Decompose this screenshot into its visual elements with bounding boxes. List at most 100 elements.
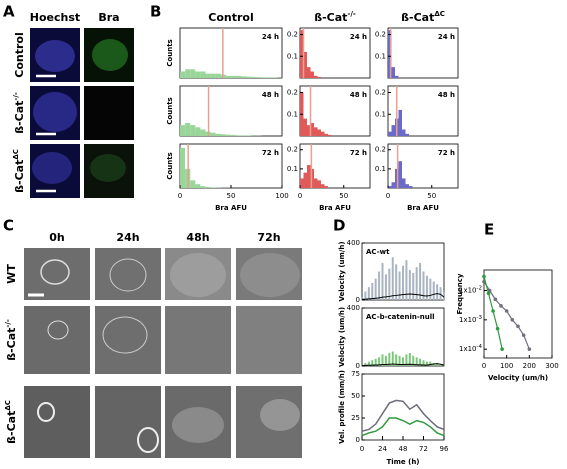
x-tick-label: 100 [275, 192, 288, 200]
plot-title: AC-wt [366, 248, 390, 256]
histogram-bar [391, 67, 395, 78]
histogram-bar [391, 182, 395, 188]
histogram-bar [231, 134, 237, 136]
x-axis-label: Bra AFU [215, 204, 247, 212]
histogram-bar [241, 76, 247, 78]
y-axis-label: Vel. profile (mm/h) [338, 370, 346, 444]
y-tick-label: 75 [351, 370, 360, 378]
column-header: 48h [186, 231, 209, 244]
histogram-bar [195, 184, 201, 188]
x-tick-label: 50 [339, 192, 348, 200]
y-tick-label: 0.2 [287, 146, 298, 154]
histogram-bar [210, 187, 216, 188]
velocity-line [361, 363, 445, 367]
y-tick-label: 0.1 [287, 165, 298, 173]
y-axis-label: Frequency [456, 273, 464, 314]
plot-frame [483, 269, 553, 359]
x-axis-label: Time (h) [386, 458, 419, 466]
frequency-point [487, 288, 492, 293]
histogram-bar [303, 172, 307, 188]
plot-frame [361, 373, 445, 441]
row-label-base: ß-Cat [13, 101, 26, 134]
row-label: ß-Cat-/- [12, 92, 26, 134]
histogram-bar [405, 133, 409, 136]
time-label: 24 h [350, 33, 367, 41]
row-label-base: ß-Cat [5, 328, 18, 361]
frequency-point [500, 347, 504, 351]
time-label: 48 h [438, 91, 455, 99]
histogram-bar [328, 134, 332, 136]
frequency-point [482, 274, 486, 279]
y-axis-label: Counts [166, 152, 174, 179]
histogram-bar [180, 71, 186, 78]
y-tick-label: 0.2 [287, 89, 298, 97]
frequency-point [504, 309, 509, 313]
histogram-bar [210, 73, 216, 78]
x-tick-label: 0 [360, 445, 364, 453]
frequency-point [521, 333, 526, 337]
histogram-bar [314, 127, 318, 136]
column-header: 0h [49, 231, 65, 244]
y-tick-label: 400 [347, 304, 360, 312]
y-tick-label: 0.2 [287, 31, 298, 39]
x-tick-label: 96 [440, 445, 449, 453]
time-label: 24 h [262, 33, 279, 41]
histogram-bar [231, 75, 237, 78]
time-label: 48 h [350, 91, 367, 99]
column-title-base: Control [208, 11, 253, 24]
histogram-bar [324, 133, 328, 136]
histogram-bar [307, 165, 311, 188]
y-tick-label-exp: -2 [477, 285, 482, 291]
x-axis-label: Bra AFU [407, 204, 439, 212]
histogram-bar [307, 125, 311, 136]
column-title-sup: -/- [347, 10, 355, 18]
histogram-bar [180, 147, 186, 188]
row-label-sup: -/- [4, 319, 12, 327]
y-tick-label-base: 1x10 [459, 345, 477, 353]
x-tick-label: 50 [427, 192, 436, 200]
x-tick-label: 100 [500, 362, 513, 370]
column-title-base: ß-Cat [314, 11, 347, 24]
time-label: 24 h [438, 33, 455, 41]
row-label-sup: ΔC [12, 149, 20, 160]
histogram-bar [261, 77, 267, 78]
column-title: Control [208, 11, 253, 24]
frequency-point [495, 326, 500, 331]
row-label: ß-CatΔC [4, 400, 18, 444]
histogram-bar [314, 178, 318, 188]
frequency-point [491, 309, 495, 313]
histogram-bar [300, 178, 304, 188]
velocity-line [361, 293, 445, 300]
y-axis-label: Counts [166, 97, 174, 124]
histogram-bar [321, 184, 325, 188]
y-tick-label: 50 [351, 392, 360, 400]
histogram-bar [251, 76, 257, 78]
y-axis-label: Counts [166, 39, 174, 66]
panel-label: E [484, 221, 494, 239]
velocity-line [361, 417, 445, 437]
histogram-bar [310, 122, 314, 136]
histogram-bar [317, 129, 321, 136]
histogram-bar [185, 69, 191, 78]
y-tick-label: 1x10-2 [459, 285, 482, 295]
histogram-bar [246, 76, 252, 78]
velocity-line [361, 399, 445, 432]
row-label-sup: -/- [12, 92, 20, 100]
column-title: ß-Cat-/- [314, 10, 356, 24]
panel-label: C [3, 217, 14, 235]
histogram-bar [215, 133, 221, 136]
histogram-bar [395, 168, 399, 188]
histogram-bar [190, 69, 196, 78]
row-label-sup: ΔC [4, 400, 12, 411]
histogram-bar [395, 75, 399, 78]
histogram-bar [388, 186, 392, 188]
histogram-bar [200, 186, 206, 188]
y-axis-label: Velocity (um/h) [338, 241, 346, 301]
frequency-line [483, 276, 503, 350]
x-axis-label: Bra AFU [319, 204, 351, 212]
y-tick-label: 1x10-3 [459, 314, 483, 324]
histogram-bar [236, 75, 242, 78]
histogram-bar [310, 168, 314, 188]
y-tick-label: 0.2 [375, 31, 386, 39]
